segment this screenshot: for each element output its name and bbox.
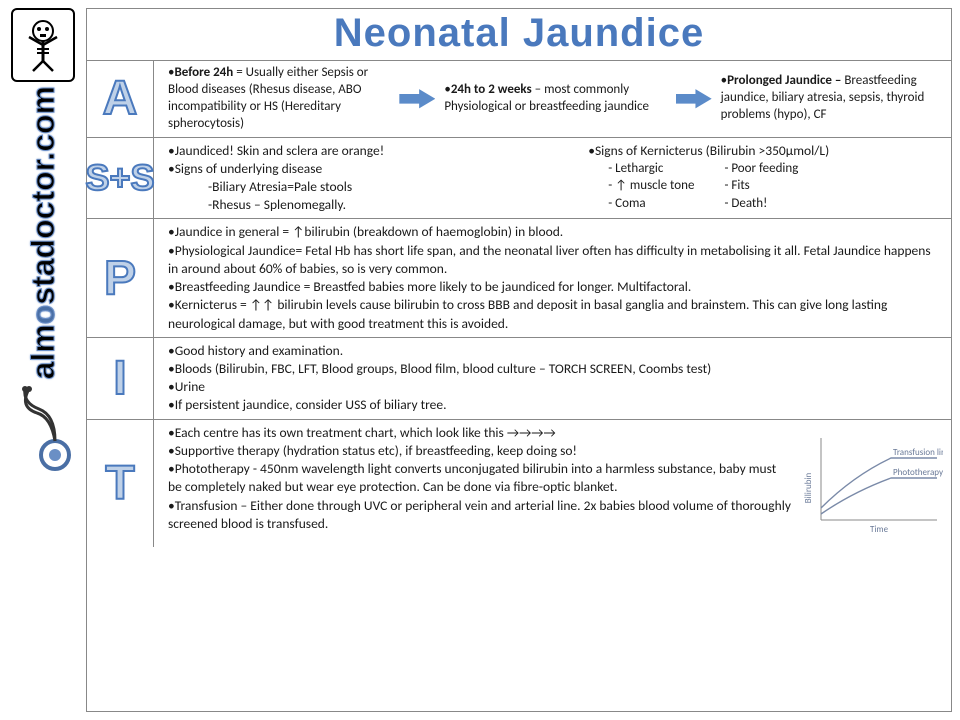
p-l1: Jaundice in general = ↑bilirubin (breakd…: [175, 223, 563, 240]
treatment-chart: Bilirubin Transfusion line Phototherapy …: [803, 428, 943, 543]
row-t: T •Each centre has its own treatment cha…: [87, 419, 951, 547]
p-l3: Breastfeeding Jaundice = Breastfed babie…: [175, 278, 692, 295]
ss-rhead: Signs of Kernicterus (Bilirubin >350µmol…: [595, 142, 829, 159]
ss-r2b: - Fits: [724, 178, 749, 193]
row-p: P •Jaundice in general = ↑bilirubin (bre…: [87, 218, 951, 336]
sidebar-logo: almostadoctor.com: [8, 8, 78, 712]
t-l2: Supportive therapy (hydration status etc…: [175, 442, 577, 459]
i-l3: Urine: [175, 378, 205, 395]
a-col3-bold: Prolonged Jaundice –: [727, 73, 841, 88]
ss-l2: Signs of underlying disease: [175, 160, 323, 177]
t-l3: Phototherapy - 450nm wavelength light co…: [168, 460, 776, 495]
letter-ss: S+S: [87, 138, 154, 219]
i-l1: Good history and examination.: [175, 342, 343, 359]
t-l4: Transfusion – Either done through UVC or…: [168, 497, 791, 532]
letter-t: T: [87, 420, 154, 547]
t-l1: Each centre has its own treatment chart,…: [175, 424, 556, 441]
i-l2: Bloods (Bilirubin, FBC, LFT, Blood group…: [175, 360, 711, 377]
content-t: •Each centre has its own treatment chart…: [154, 420, 951, 547]
stethoscope-icon: [15, 385, 71, 480]
ss-r1b: - Poor feeding: [724, 161, 798, 176]
a-col1-bold: Before 24h: [174, 65, 233, 80]
row-a: A •Before 24h = Usually either Sepsis or…: [87, 60, 951, 137]
ss-r1a: - Lethargic: [608, 161, 663, 176]
ss-l2b: -Rhesus – Splenomegally.: [208, 196, 346, 213]
content-p: •Jaundice in general = ↑bilirubin (break…: [154, 219, 951, 336]
ss-r3b: - Death!: [724, 196, 767, 211]
row-i: I •Good history and examination. •Bloods…: [87, 337, 951, 419]
skeleton-logo: [11, 8, 75, 82]
a-col2-bold: 24h to 2 weeks: [451, 82, 532, 97]
chart-line1-label: Transfusion line: [893, 447, 943, 458]
content-a: •Before 24h = Usually either Sepsis or B…: [154, 61, 951, 137]
i-l4: If persistent jaundice, consider USS of …: [175, 396, 447, 413]
page-title: Neonatal Jaundice: [87, 9, 951, 60]
ss-l2a: -Biliary Atresia=Pale stools: [208, 178, 352, 195]
content-i: •Good history and examination. •Bloods (…: [154, 338, 951, 419]
p-l4: Kernicterus = ↑↑ bilirubin levels cause …: [168, 296, 887, 331]
arrow-icon: [673, 87, 715, 111]
site-name-vertical: almostadoctor.com: [25, 86, 62, 379]
row-ss: S+S •Jaundiced! Skin and sclera are oran…: [87, 137, 951, 219]
main-card: Neonatal Jaundice A •Before 24h = Usuall…: [86, 8, 952, 712]
letter-i: I: [87, 338, 154, 419]
ss-l1: Jaundiced! Skin and sclera are orange!: [175, 142, 384, 159]
content-ss: •Jaundiced! Skin and sclera are orange! …: [154, 138, 951, 219]
chart-ylabel: Bilirubin: [803, 472, 814, 503]
arrow-icon: [396, 87, 438, 111]
ss-r2a: - ↑ muscle tone: [608, 178, 694, 193]
chart-xlabel: Time: [870, 524, 889, 535]
letter-a: A: [87, 61, 154, 137]
p-l2: Physiological Jaundice= Fetal Hb has sho…: [168, 242, 931, 277]
chart-line2-label: Phototherapy: [893, 467, 943, 478]
ss-r3a: - Coma: [608, 196, 645, 211]
letter-p: P: [87, 219, 154, 336]
